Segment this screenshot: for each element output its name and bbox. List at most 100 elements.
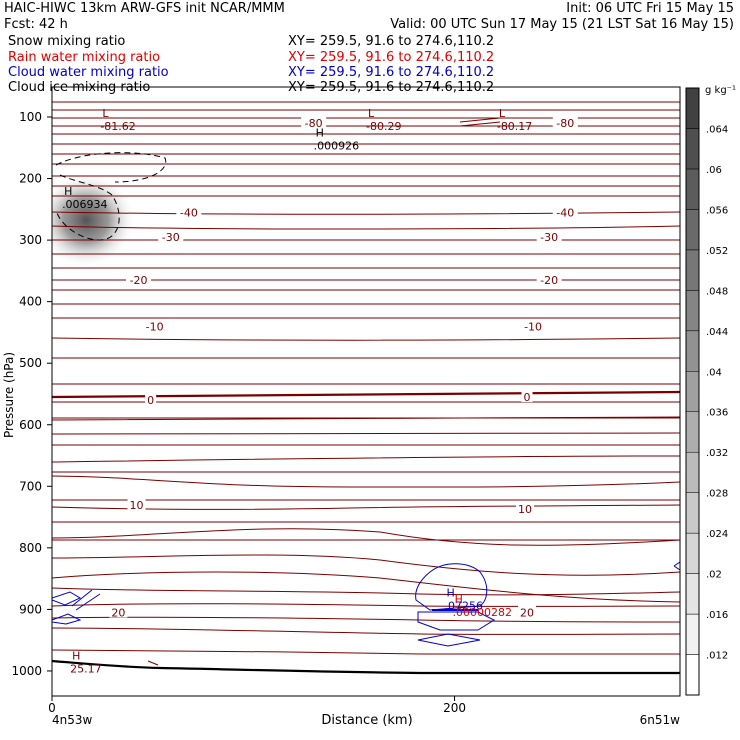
colorbar-level-label: .056 [706,205,728,216]
extremum-marker: H [447,586,455,599]
colorbar-level-label: .044 [706,327,728,338]
extremum-value: .006934 [62,198,107,211]
colorbar-level-label: .032 [706,448,728,459]
temperature-contour-label: -20 [130,274,148,287]
colorbar-level-label: .064 [706,124,728,135]
colorbar-level-label: .012 [706,651,728,662]
field-name-snow: Snow mixing ratio [8,34,126,49]
temperature-contour-label: 0 [524,391,531,404]
colorbar-segment [685,451,700,493]
header-model-title: HAIC-HIWC 13km ARW-GFS init NCAR/MMM [4,1,285,16]
extremum-marker: L [499,107,506,120]
colorbar-level-label: .036 [706,408,728,419]
y-axis: 100 200 300 400 500 600 700 800 900 1000 [11,110,52,678]
colorbar-segment [685,87,700,129]
x-axis-right-endpoint: 6n51w [640,713,681,727]
temperature-contours [52,101,680,655]
extremum-marker: H [72,650,80,663]
cloud-water-contours [52,561,680,647]
x-axis: 0 200 [48,696,466,715]
y-tick-label: 600 [19,418,42,432]
extremum-marker: L [368,107,375,120]
header-init-time: Init: 06 UTC Fri 15 May 15 [566,1,734,16]
colorbar-segment [685,613,700,655]
field-xy-rain: XY= 259.5, 91.6 to 274.6,110.2 [288,50,495,65]
colorbar-segment [685,371,700,412]
x-axis-left-endpoint: 4n53w [52,713,93,727]
colorbar-level-label: .024 [706,529,728,540]
colorbar-unit: g kg⁻¹ [705,85,736,96]
temperature-contour-label: -10 [146,320,164,333]
field-name-rain: Rain water mixing ratio [8,50,161,65]
extremum-value: .000926 [314,140,360,153]
terrain-surface [52,659,680,675]
field-name-cloud-water: Cloud water mixing ratio [8,65,169,80]
snow-mixing-ratio-contour [55,152,167,241]
extremum-marker: H [316,127,324,140]
temperature-contour-label: -20 [540,274,558,287]
colorbar-level-label: .06 [706,165,722,176]
field-xy-cloud-water: XY= 259.5, 91.6 to 274.6,110.2 [288,65,495,80]
temperature-contour-label: -30 [162,231,180,244]
header-forecast-hour: Fcst: 42 h [4,17,68,32]
colorbar-segment [685,330,700,372]
colorbar-segment [685,249,700,291]
colorbar-level-label: .016 [706,610,728,621]
x-tick-label: 200 [443,701,466,715]
colorbar-level-label: .04 [706,367,722,378]
colorbar-segment [685,573,700,615]
colorbar-segment [685,654,700,696]
colorbar-level-label: .02 [706,570,722,581]
temperature-contour-label: -40 [180,206,198,219]
y-tick-label: 900 [19,602,42,616]
extremum-value: -80.17 [497,120,532,133]
y-tick-label: 400 [19,295,42,309]
colorbar-level-label: .028 [706,489,728,500]
plot-frame [51,86,681,697]
y-tick-label: 300 [19,233,42,247]
y-tick-label: 800 [19,541,42,555]
field-xy-snow: XY= 259.5, 91.6 to 274.6,110.2 [288,34,495,49]
temperature-contour-label: 10 [130,499,144,512]
colorbar: .012 .016 .02 .024 .028 .032 .036 .04 .044 .048 .0… [685,85,736,696]
y-tick-label: 100 [19,110,42,124]
temperature-contour-label: 10 [518,503,532,516]
y-tick-label: 1000 [11,664,42,678]
colorbar-segment [685,168,700,210]
colorbar-level-label: .048 [706,286,728,297]
y-tick-label: 200 [19,172,42,186]
temperature-contour-label: 20 [111,606,125,619]
temperature-contour-label: -80 [556,117,574,130]
colorbar-segment [685,209,700,251]
temperature-contour-label: 0 [147,394,154,407]
temperature-contour-label: -80 [305,117,323,130]
y-axis-label: Pressure (hPa) [2,352,16,438]
extremum-marker: L [102,107,109,120]
temperature-contour-label: -30 [540,231,558,244]
temperature-contour-label: -10 [524,320,542,333]
y-tick-label: 700 [19,479,42,493]
extremum-value: 25.17 [70,663,102,676]
extremum-value: -80.29 [366,120,401,133]
extremum-value: -81.62 [100,120,135,133]
colorbar-segment [685,492,700,534]
y-tick-label: 500 [19,356,42,370]
extremum-value: .07256 [445,599,484,612]
x-axis-label: Distance (km) [321,713,412,728]
colorbar-segment [685,290,700,332]
terrain-bump [147,660,159,666]
colorbar-segment [685,411,700,453]
temperature-contour-label: 20 [520,606,534,619]
x-tick-label: 0 [48,701,56,715]
extremum-value: .00000282 [453,606,512,619]
temperature-contour-label: -40 [556,206,574,219]
header-valid-time: Valid: 00 UTC Sun 17 May 15 (21 LST Sat … [390,17,734,32]
colorbar-level-label: .052 [706,246,728,257]
extrema-labels: L-81.62L-80.29L-80.17H.000926H.006934H.0… [62,107,532,676]
extremum-marker: H [455,593,463,606]
extremum-marker: H [64,185,72,198]
colorbar-segment [685,128,700,170]
colorbar-segment [685,532,700,574]
